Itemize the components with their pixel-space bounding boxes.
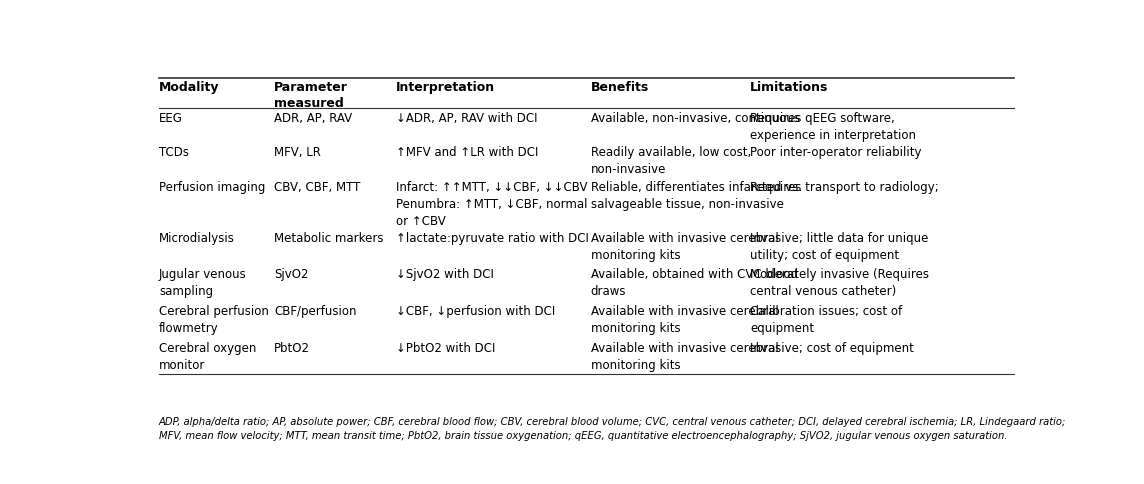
Text: TCDs: TCDs: [159, 146, 189, 159]
Text: Metabolic markers: Metabolic markers: [275, 231, 383, 244]
Text: CBV, CBF, MTT: CBV, CBF, MTT: [275, 181, 360, 194]
Text: Invasive; little data for unique
utility; cost of equipment: Invasive; little data for unique utility…: [750, 231, 929, 261]
Text: Cerebral perfusion
flowmetry: Cerebral perfusion flowmetry: [159, 304, 269, 334]
Text: ADP, alpha/delta ratio; AP, absolute power; CBF, cerebral blood flow; CBV, cereb: ADP, alpha/delta ratio; AP, absolute pow…: [159, 417, 1066, 440]
Text: MFV, LR: MFV, LR: [275, 146, 321, 159]
Text: ↓CBF, ↓perfusion with DCI: ↓CBF, ↓perfusion with DCI: [396, 304, 555, 318]
Text: ↓SjvO2 with DCI: ↓SjvO2 with DCI: [396, 268, 493, 281]
Text: Readily available, low cost,
non-invasive: Readily available, low cost, non-invasiv…: [590, 146, 750, 176]
Text: Modality: Modality: [159, 80, 220, 93]
Text: Available, obtained with CVC blood
draws: Available, obtained with CVC blood draws: [590, 268, 797, 298]
Text: ↓PbtO2 with DCI: ↓PbtO2 with DCI: [396, 341, 495, 354]
Text: Perfusion imaging: Perfusion imaging: [159, 181, 265, 194]
Text: Interpretation: Interpretation: [396, 80, 495, 93]
Text: ↑lactate:pyruvate ratio with DCI: ↑lactate:pyruvate ratio with DCI: [396, 231, 588, 244]
Text: Infarct: ↑↑MTT, ↓↓CBF, ↓↓CBV
Penumbra: ↑MTT, ↓CBF, normal
or ↑CBV: Infarct: ↑↑MTT, ↓↓CBF, ↓↓CBV Penumbra: ↑…: [396, 181, 587, 228]
Text: PbtO2: PbtO2: [275, 341, 310, 354]
Text: Parameter
measured: Parameter measured: [275, 80, 348, 110]
Text: Jugular venous
sampling: Jugular venous sampling: [159, 268, 247, 298]
Text: Moderately invasive (Requires
central venous catheter): Moderately invasive (Requires central ve…: [750, 268, 929, 298]
Text: ↓ADR, AP, RAV with DCI: ↓ADR, AP, RAV with DCI: [396, 112, 538, 125]
Text: Reliable, differentiates infarcted vs.
salvageable tissue, non-invasive: Reliable, differentiates infarcted vs. s…: [590, 181, 802, 211]
Text: Calibration issues; cost of
equipment: Calibration issues; cost of equipment: [750, 304, 903, 334]
Text: Available with invasive cerebral
monitoring kits: Available with invasive cerebral monitor…: [590, 341, 778, 371]
Text: Available with invasive cerebral
monitoring kits: Available with invasive cerebral monitor…: [590, 231, 778, 261]
Text: Limitations: Limitations: [750, 80, 828, 93]
Text: Requires qEEG software,
experience in interpretation: Requires qEEG software, experience in in…: [750, 112, 916, 142]
Text: SjvO2: SjvO2: [275, 268, 309, 281]
Text: EEG: EEG: [159, 112, 183, 125]
Text: CBF/perfusion: CBF/perfusion: [275, 304, 357, 318]
Text: Available, non-invasive, continuous: Available, non-invasive, continuous: [590, 112, 800, 125]
Text: ADR, AP, RAV: ADR, AP, RAV: [275, 112, 352, 125]
Text: ↑MFV and ↑LR with DCI: ↑MFV and ↑LR with DCI: [396, 146, 538, 159]
Text: Available with invasive cerebral
monitoring kits: Available with invasive cerebral monitor…: [590, 304, 778, 334]
Text: Poor inter-operator reliability: Poor inter-operator reliability: [750, 146, 922, 159]
Text: Requires transport to radiology;: Requires transport to radiology;: [750, 181, 939, 194]
Text: Microdialysis: Microdialysis: [159, 231, 235, 244]
Text: Cerebral oxygen
monitor: Cerebral oxygen monitor: [159, 341, 256, 371]
Text: Benefits: Benefits: [590, 80, 649, 93]
Text: Invasive; cost of equipment: Invasive; cost of equipment: [750, 341, 914, 354]
